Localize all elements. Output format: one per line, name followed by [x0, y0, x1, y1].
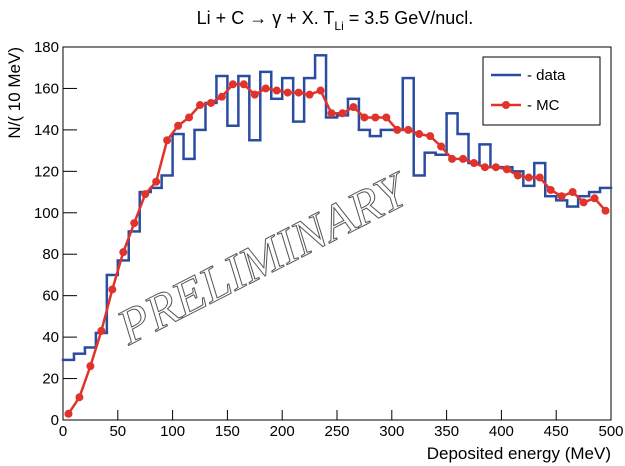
y-tick-label: 100	[34, 205, 59, 222]
mc-marker	[349, 103, 358, 112]
mc-marker	[217, 92, 226, 101]
mc-marker	[360, 113, 369, 122]
mc-marker	[557, 192, 566, 201]
y-tick-label: 60	[42, 288, 59, 305]
mc-marker	[327, 109, 336, 118]
x-tick-label: 50	[109, 423, 126, 440]
x-tick-label: 0	[59, 423, 67, 440]
y-tick-label: 120	[34, 163, 59, 180]
mc-marker	[119, 248, 128, 257]
mc-marker	[206, 98, 215, 107]
mc-marker	[524, 173, 533, 182]
x-tick-label: 250	[324, 423, 349, 440]
mc-marker	[174, 121, 183, 130]
x-tick-label: 100	[160, 423, 185, 440]
mc-marker	[163, 136, 172, 145]
mc-marker	[108, 285, 117, 294]
mc-marker	[382, 113, 391, 122]
mc-marker	[426, 132, 435, 141]
mc-marker	[283, 88, 292, 97]
y-tick-label: 40	[42, 329, 59, 346]
legend-label: - MC	[527, 97, 560, 114]
x-tick-label: 200	[270, 423, 295, 440]
mc-marker	[97, 326, 106, 335]
mc-marker	[513, 171, 522, 180]
mc-marker	[448, 154, 457, 163]
mc-marker	[404, 125, 413, 134]
mc-marker	[338, 109, 347, 118]
mc-marker	[480, 163, 489, 172]
mc-marker	[64, 409, 73, 418]
mc-marker	[502, 165, 511, 174]
y-tick-label: 20	[42, 371, 59, 388]
mc-marker	[261, 84, 270, 93]
y-tick-label: 80	[42, 246, 59, 263]
x-tick-label: 500	[598, 423, 623, 440]
x-tick-label: 400	[489, 423, 514, 440]
x-tick-label: 300	[379, 423, 404, 440]
mc-marker	[590, 194, 599, 203]
mc-marker	[239, 80, 248, 89]
mc-marker	[535, 173, 544, 182]
mc-marker	[470, 159, 478, 168]
mc-marker	[546, 185, 555, 194]
mc-marker	[393, 125, 402, 134]
chart-title: Li + C → γ + X. TLi = 3.5 GeV/nucl.	[197, 8, 474, 33]
legend-box	[482, 56, 601, 126]
mc-marker	[568, 188, 577, 197]
x-tick-label: 150	[215, 423, 240, 440]
y-tick-label: 0	[51, 412, 59, 429]
mc-marker	[437, 142, 446, 151]
y-tick-label: 180	[34, 39, 59, 56]
mc-marker	[86, 362, 95, 371]
mc-marker	[152, 177, 161, 186]
mc-marker	[459, 154, 468, 163]
mc-marker	[250, 90, 259, 99]
y-tick-label: 140	[34, 122, 59, 139]
mc-marker	[601, 206, 610, 215]
mc-marker	[141, 190, 150, 199]
mc-marker	[185, 113, 194, 122]
x-tick-label: 350	[434, 423, 459, 440]
mc-marker	[75, 393, 84, 402]
x-axis-label: Deposited energy (MeV)	[427, 444, 611, 463]
legend-label: - data	[527, 67, 566, 84]
mc-marker	[228, 80, 237, 89]
mc-marker	[579, 198, 588, 207]
legend-marker	[502, 101, 510, 109]
y-axis-label: N/( 10 MeV)	[5, 47, 24, 139]
y-tick-label: 160	[34, 80, 59, 97]
mc-marker	[415, 130, 424, 139]
mc-marker	[196, 101, 204, 110]
x-tick-label: 450	[544, 423, 569, 440]
mc-marker	[294, 88, 303, 97]
mc-marker	[130, 219, 139, 228]
mc-marker	[272, 86, 281, 95]
mc-marker	[316, 86, 325, 95]
mc-marker	[491, 163, 500, 172]
mc-marker	[371, 113, 380, 122]
mc-marker	[305, 90, 314, 99]
